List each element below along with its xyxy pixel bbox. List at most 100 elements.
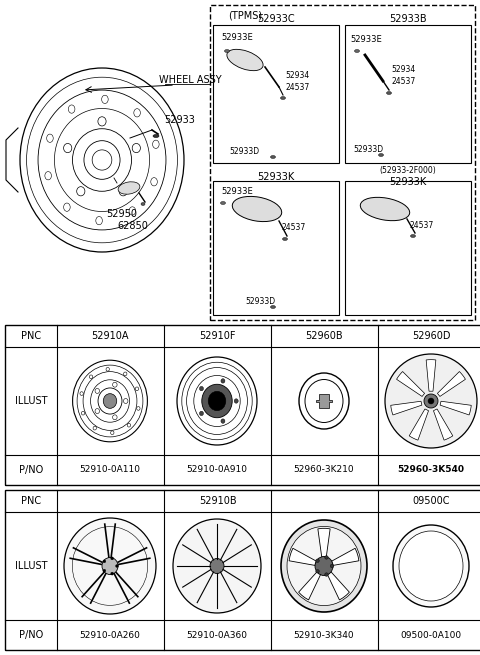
Ellipse shape [232,196,282,221]
Ellipse shape [173,519,261,613]
Text: WHEEL ASSY: WHEEL ASSY [159,75,221,85]
Text: ILLUST: ILLUST [15,561,47,571]
Ellipse shape [134,109,140,117]
Polygon shape [426,360,436,391]
Text: 52950: 52950 [107,209,137,219]
Bar [5,490,480,650]
Text: 52934: 52934 [391,64,415,73]
Text: 52933E: 52933E [221,33,253,41]
Ellipse shape [111,572,114,575]
Text: (TPMS): (TPMS) [228,10,262,20]
Ellipse shape [98,117,106,126]
Text: 24537: 24537 [281,223,305,231]
Text: 52933: 52933 [165,115,195,125]
Text: 24537: 24537 [391,77,415,86]
Ellipse shape [385,354,477,448]
Ellipse shape [64,203,70,212]
Ellipse shape [379,153,384,157]
Ellipse shape [118,182,140,195]
Ellipse shape [72,527,148,605]
Ellipse shape [221,419,225,423]
Ellipse shape [399,531,463,601]
Bar [5,325,480,485]
Bar [213,25,339,163]
Ellipse shape [360,197,410,221]
Text: 52910-0A910: 52910-0A910 [187,466,248,474]
Text: PNC: PNC [21,331,41,341]
Text: 52960-3K540: 52960-3K540 [397,466,465,474]
Polygon shape [332,548,359,565]
Text: PNC: PNC [21,496,41,506]
Text: 52933D: 52933D [353,145,383,153]
Polygon shape [440,402,471,415]
Polygon shape [299,572,321,600]
Ellipse shape [220,202,226,204]
Polygon shape [391,402,422,415]
Ellipse shape [153,140,159,149]
Ellipse shape [141,202,145,206]
Text: 24537: 24537 [409,221,433,229]
Polygon shape [316,394,332,408]
Bar [213,181,339,315]
Ellipse shape [424,394,438,408]
Ellipse shape [135,387,139,390]
Text: 09500-0A100: 09500-0A100 [400,631,462,639]
Ellipse shape [103,394,117,408]
Ellipse shape [113,383,117,387]
Ellipse shape [110,431,114,434]
Text: (52933-2F000): (52933-2F000) [380,166,436,176]
Ellipse shape [210,559,224,574]
Ellipse shape [316,570,319,573]
Text: 52933D: 52933D [229,147,259,155]
Ellipse shape [106,367,109,371]
Polygon shape [289,548,316,565]
Ellipse shape [200,411,204,416]
Text: 62850: 62850 [118,221,148,231]
Ellipse shape [227,49,263,71]
Text: 52910-0A360: 52910-0A360 [187,631,248,639]
Ellipse shape [129,207,136,215]
Text: 52910-0A110: 52910-0A110 [80,466,141,474]
Ellipse shape [221,379,225,383]
Ellipse shape [77,187,85,196]
Ellipse shape [89,375,93,379]
Ellipse shape [410,234,416,238]
Ellipse shape [330,564,334,568]
Text: 52933C: 52933C [257,14,295,24]
Ellipse shape [82,411,85,415]
Ellipse shape [123,372,127,376]
Ellipse shape [280,96,286,100]
Text: 52910A: 52910A [91,331,129,341]
Text: ILLUST: ILLUST [15,396,47,406]
Ellipse shape [271,305,276,309]
Ellipse shape [113,415,117,420]
Ellipse shape [123,398,128,403]
Text: 52933E: 52933E [221,187,253,195]
Ellipse shape [428,398,434,404]
Text: P/NO: P/NO [19,465,43,475]
Ellipse shape [64,518,156,614]
Ellipse shape [325,573,328,576]
Text: 52933D: 52933D [245,297,275,305]
Ellipse shape [80,392,84,396]
Ellipse shape [119,187,127,196]
Text: 52910F: 52910F [199,331,235,341]
Ellipse shape [287,527,361,606]
Ellipse shape [153,134,159,138]
Text: P/NO: P/NO [19,630,43,640]
Text: 24537: 24537 [285,83,309,92]
Text: 52960-3K210: 52960-3K210 [294,466,354,474]
Ellipse shape [281,520,367,612]
Ellipse shape [45,172,51,180]
Text: 52910-0A260: 52910-0A260 [80,631,141,639]
Ellipse shape [271,155,276,159]
Polygon shape [327,572,349,600]
Bar [345,181,471,315]
Ellipse shape [137,407,140,410]
Text: 52933K: 52933K [257,172,295,182]
Bar [210,5,475,320]
Bar [345,25,471,163]
Polygon shape [433,409,453,440]
Ellipse shape [200,386,204,391]
Polygon shape [396,371,425,396]
